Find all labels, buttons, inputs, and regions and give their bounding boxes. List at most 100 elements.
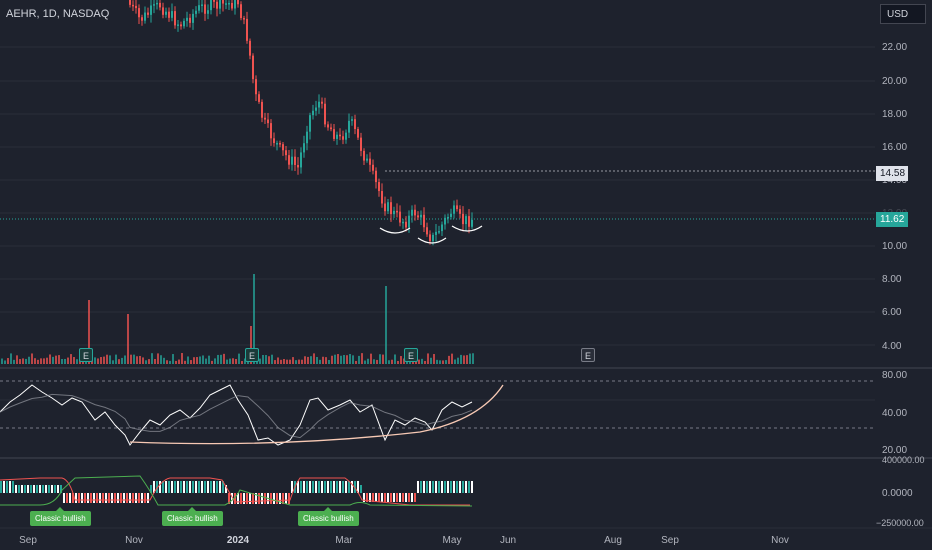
candle-body — [357, 129, 359, 138]
volume-bar — [208, 355, 210, 364]
symbol-title[interactable]: AEHR, 1D, NASDAQ — [6, 8, 110, 20]
classic-bullish-signal[interactable]: Classic bullish — [162, 507, 223, 526]
candle-body — [363, 150, 365, 161]
oscillator-bar — [384, 493, 386, 502]
oscillator-bar — [9, 481, 11, 493]
earnings-badge-upcoming[interactable]: E — [581, 348, 595, 362]
volume-bar — [277, 357, 279, 364]
volume-bar — [352, 355, 354, 364]
oscillator-bar — [57, 485, 59, 493]
oscillator-bar — [471, 481, 473, 493]
candle-body — [249, 40, 251, 56]
oscillator-bar — [168, 481, 170, 493]
volume-bar — [193, 357, 195, 364]
oscillator-bar — [6, 481, 8, 493]
volume-bar — [181, 353, 183, 364]
candle-body — [405, 221, 407, 228]
pattern-annotations — [379, 225, 483, 244]
candle-body — [135, 5, 137, 9]
oscillator-bar — [72, 493, 74, 503]
oscillator-bar — [48, 485, 50, 493]
volume-bar — [337, 354, 339, 364]
volume-bar — [451, 353, 453, 364]
oscillator-bar — [225, 485, 227, 493]
currency-button[interactable]: USD — [880, 4, 926, 24]
volume-bar — [463, 355, 465, 364]
volume-bar — [310, 356, 312, 364]
candle-body — [321, 101, 323, 104]
candle-body — [285, 150, 287, 156]
volume-bar — [148, 359, 150, 364]
time-label: Sep — [661, 535, 679, 546]
oscillator-bar — [195, 481, 197, 493]
classic-bullish-signal[interactable]: Classic bullish — [30, 507, 91, 526]
oscillator-bar — [3, 481, 5, 493]
candle-body — [438, 231, 440, 233]
candle-body — [231, 2, 233, 9]
candle-body — [270, 123, 272, 139]
candle-body — [453, 205, 455, 214]
candle-body — [291, 156, 293, 165]
volume-bar — [133, 354, 135, 364]
volume-bar — [175, 360, 177, 364]
oscillator-bar — [39, 485, 41, 493]
oscillator-bar — [258, 493, 260, 504]
volume-bar — [160, 355, 162, 364]
volume-bar — [358, 355, 360, 364]
time-label: May — [442, 535, 462, 546]
volume-bar — [427, 353, 429, 364]
oscillator-bar — [108, 493, 110, 503]
oscillator-bar — [378, 493, 380, 502]
volume-bar — [121, 357, 123, 364]
candle-body — [462, 213, 464, 225]
oscillator-bar — [345, 481, 347, 493]
candle-body — [342, 136, 344, 140]
oscillator-bar — [330, 481, 332, 493]
oscillator-bar — [42, 485, 44, 493]
oscillator-bar — [165, 481, 167, 493]
oscillator-bar — [420, 481, 422, 493]
oscillator-bar — [261, 493, 263, 504]
volume-bar — [286, 359, 288, 364]
time-label: Sep — [19, 535, 37, 546]
volume-bar — [271, 354, 273, 364]
candle-body — [297, 164, 299, 168]
time-label: Nov — [125, 535, 143, 546]
candle-body — [225, 3, 227, 5]
candle-body — [303, 143, 305, 153]
oscillator-bar — [234, 493, 236, 504]
pattern-arc-right-shoulder — [451, 225, 483, 232]
candle-body — [366, 158, 368, 161]
time-label: Aug — [604, 535, 622, 546]
oscillator-bar — [462, 481, 464, 493]
candle-body — [459, 209, 461, 214]
classic-bullish-signal[interactable]: Classic bullish — [298, 507, 359, 526]
rsi-line — [0, 384, 473, 446]
earnings-badge[interactable]: E — [404, 348, 418, 362]
volume-bar — [373, 359, 375, 364]
earnings-badge[interactable]: E — [245, 348, 259, 362]
earnings-badge[interactable]: E — [79, 348, 93, 362]
volume-bar — [124, 355, 126, 364]
candle-body — [384, 203, 386, 212]
volume-bar — [466, 355, 468, 364]
time-label: Mar — [335, 535, 353, 546]
volume-bar — [112, 360, 114, 364]
volume-bar — [187, 356, 189, 364]
volume-bar — [346, 355, 348, 364]
volume-bar — [439, 360, 441, 364]
volume-bar — [274, 360, 276, 364]
oscillator-signal-red — [0, 477, 470, 506]
volume-bar — [214, 358, 216, 364]
candle-body — [174, 11, 176, 26]
oscillator-bar — [36, 485, 38, 493]
volume-bar — [295, 360, 297, 364]
candle-body — [138, 8, 140, 18]
oscillator-bar — [255, 493, 257, 504]
oscillator-bar — [438, 481, 440, 493]
oscillator-bar — [207, 481, 209, 493]
candle-body — [315, 107, 317, 111]
volume-bar — [250, 326, 252, 364]
candle-body — [183, 20, 185, 27]
